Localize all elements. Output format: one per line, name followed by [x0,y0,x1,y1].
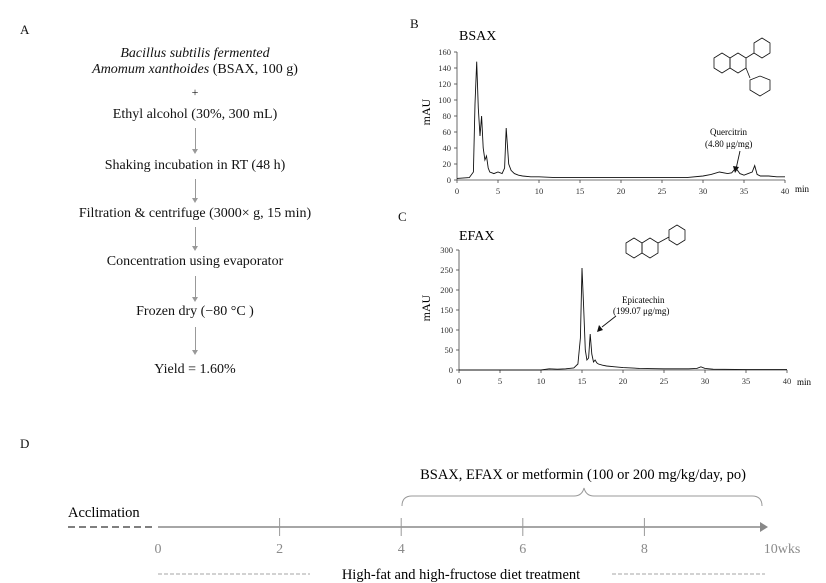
efax-trace [459,267,787,371]
timeline-tick-label: 10wks [764,542,801,557]
epicatechin-label: Epicatechin [622,295,665,305]
panel-label-a: A [20,22,30,37]
bsax-xtick-label: 30 [699,186,708,196]
efax-ytick-label: 250 [440,265,453,275]
bsax-xtick-label: 35 [740,186,749,196]
efax-xtick-label: 30 [701,376,710,386]
bsax-ylabel: mAU [419,98,433,125]
efax-xticks: 0 5 10 15 20 25 30 35 40 [457,370,791,386]
timeline-diet-label: High-fat and high-fructose diet treatmen… [342,567,580,583]
flow-step-shaking: Shaking incubation in RT (48 h) [104,158,286,173]
epicatechin-arrowhead [597,325,603,332]
flow-start-species: Amomum xanthoides [92,62,210,77]
bsax-xtick-label: 40 [781,186,790,196]
study-timeline: BSAX, EFAX or metformin (100 or 200 mg/k… [68,467,801,583]
flow-step-filtration: Filtration & centrifuge (3000× g, 15 min… [78,206,312,221]
timeline-arrowhead [760,522,768,532]
efax-yticks: 0 50 100 150 200 250 300 [440,245,459,375]
bsax-xtick-label: 5 [496,186,500,196]
efax-xtick-label: 0 [457,376,461,386]
quercitrin-value: (4.80 μg/mg) [705,139,752,149]
efax-xtick-label: 10 [537,376,546,386]
quercitrin-structure-icon [713,37,771,97]
efax-ylabel: mAU [419,294,433,321]
flow-step-ethanol: Ethyl alcohol (30%, 300 mL) [112,107,278,122]
flow-arrow [192,327,198,355]
efax-ytick-label: 200 [440,285,453,295]
timeline-tick-label: 4 [398,542,405,557]
efax-title: EFAX [459,229,495,244]
bsax-xtick-label: 15 [576,186,585,196]
bsax-ytick-label: 80 [443,111,452,121]
efax-ytick-label: 100 [440,325,453,335]
flow-step-yield: Yield = 1.60% [154,362,236,377]
flow-start-amount: (BSAX, 100 g) [209,62,298,77]
flow-arrow [192,276,198,302]
flow-start-line2: Amomum xanthoides (BSAX, 100 g) [60,61,330,78]
efax-ytick-label: 0 [449,365,453,375]
bsax-ytick-label: 40 [443,143,452,153]
efax-ytick-label: 300 [440,245,453,255]
bsax-xticks: 0 5 10 15 20 25 30 35 40 [455,180,789,196]
bsax-chromatogram: BSAX mAU 0 20 40 60 80 100 120 140 160 0 5 10 15 20 2… [419,29,810,196]
timeline-tick-label: 6 [519,542,526,557]
timeline-acclimation: Acclimation [68,505,140,521]
efax-xtick-label: 20 [619,376,628,386]
bsax-xlabel: min [795,184,810,194]
bsax-ytick-label: 160 [438,47,451,57]
timeline-tick-label: 2 [276,542,283,557]
flow-plus: + [191,85,199,99]
bsax-xtick-label: 0 [455,186,459,196]
flow-arrow [192,128,198,154]
panel-label-c: C [398,209,407,224]
bsax-ytick-label: 140 [438,63,451,73]
bsax-ytick-label: 20 [443,159,452,169]
timeline-bracket [401,487,763,507]
bsax-xtick-label: 10 [535,186,544,196]
flow-arrow [192,179,198,203]
efax-xtick-label: 15 [578,376,587,386]
efax-ytick-label: 50 [445,345,454,355]
epicatechin-value: (199.07 μg/mg) [613,306,669,316]
efax-ytick-label: 150 [440,305,453,315]
bsax-trace [456,61,785,179]
efax-xlabel: min [797,377,812,387]
quercitrin-label: Quercitrin [710,127,747,137]
efax-chromatogram: EFAX mAU 0 50 100 150 200 250 300 0 5 10 15 20 25 30… [419,224,812,387]
efax-xtick-label: 5 [498,376,502,386]
bsax-xtick-label: 25 [658,186,667,196]
flow-step-frozen-dry: Frozen dry (−80 °C ) [136,304,254,319]
bsax-ytick-label: 100 [438,95,451,105]
timeline-tick-label: 8 [641,542,648,557]
bsax-ytick-label: 60 [443,127,452,137]
efax-xtick-label: 35 [742,376,751,386]
bsax-ytick-label: 0 [447,175,451,185]
flow-start-line1: Bacillus subtilis fermented [120,46,270,61]
flow-arrow [192,227,198,251]
efax-xtick-label: 25 [660,376,669,386]
timeline-tick-label: 0 [155,542,162,557]
bsax-title: BSAX [459,29,496,44]
bsax-ytick-label: 120 [438,79,451,89]
efax-xtick-label: 40 [783,376,792,386]
timeline-ticks: 0 2 4 6 8 10wks [155,518,801,557]
bsax-xtick-label: 20 [617,186,626,196]
quercitrin-arrow [735,150,741,170]
bsax-yticks: 0 20 40 60 80 100 120 140 160 [438,47,457,185]
panel-label-b: B [410,16,419,31]
panel-label-d: D [20,436,30,451]
flow-step-evaporator: Concentration using evaporator [106,254,284,269]
epicatechin-arrow [601,315,617,328]
epicatechin-structure-icon [625,224,686,259]
quercitrin-arrowhead [733,166,739,173]
timeline-bracket-label: BSAX, EFAX or metformin (100 or 200 mg/k… [420,467,746,483]
